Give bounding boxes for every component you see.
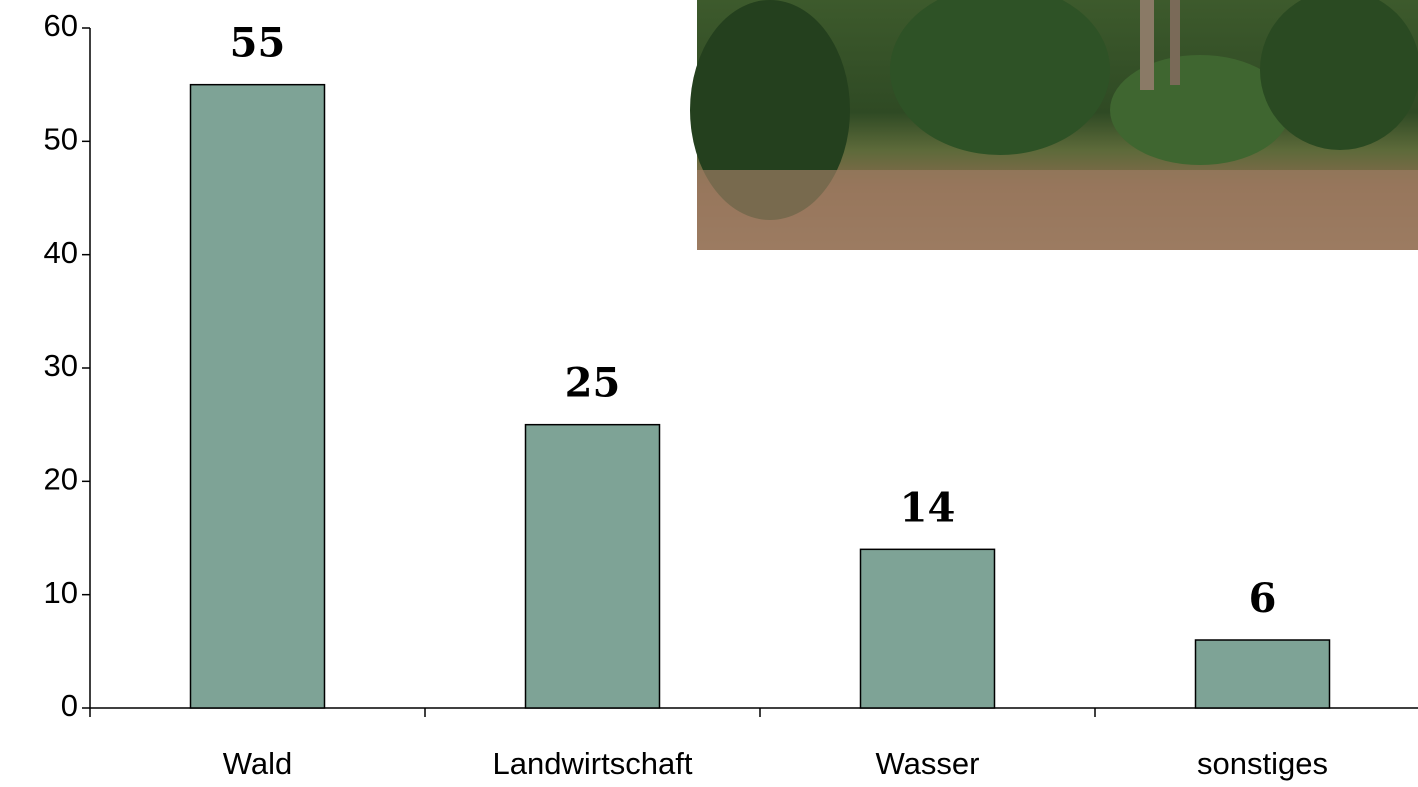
bar [189, 83, 326, 709]
photo [690, 0, 1418, 250]
y-tick-label: 10 [44, 575, 78, 610]
x-tick-label: sonstiges [1197, 746, 1328, 781]
x-tick-label: Wald [223, 746, 292, 781]
bar [859, 548, 996, 709]
y-tick-label: 0 [61, 688, 78, 723]
x-tick-label: Landwirtschaft [493, 746, 693, 781]
x-tick-label: Wasser [876, 746, 980, 781]
y-tick-label: 30 [44, 348, 78, 383]
bar [1194, 639, 1331, 709]
y-tick-label: 40 [44, 235, 78, 270]
data-label: 25 [565, 360, 621, 407]
y-tick-label: 20 [44, 462, 78, 497]
y-tick-label: 50 [44, 122, 78, 157]
data-label: 6 [1249, 575, 1277, 622]
bar [524, 423, 661, 709]
y-tick-label: 60 [44, 8, 78, 43]
data-label: 55 [230, 20, 286, 67]
data-label: 14 [900, 484, 956, 531]
